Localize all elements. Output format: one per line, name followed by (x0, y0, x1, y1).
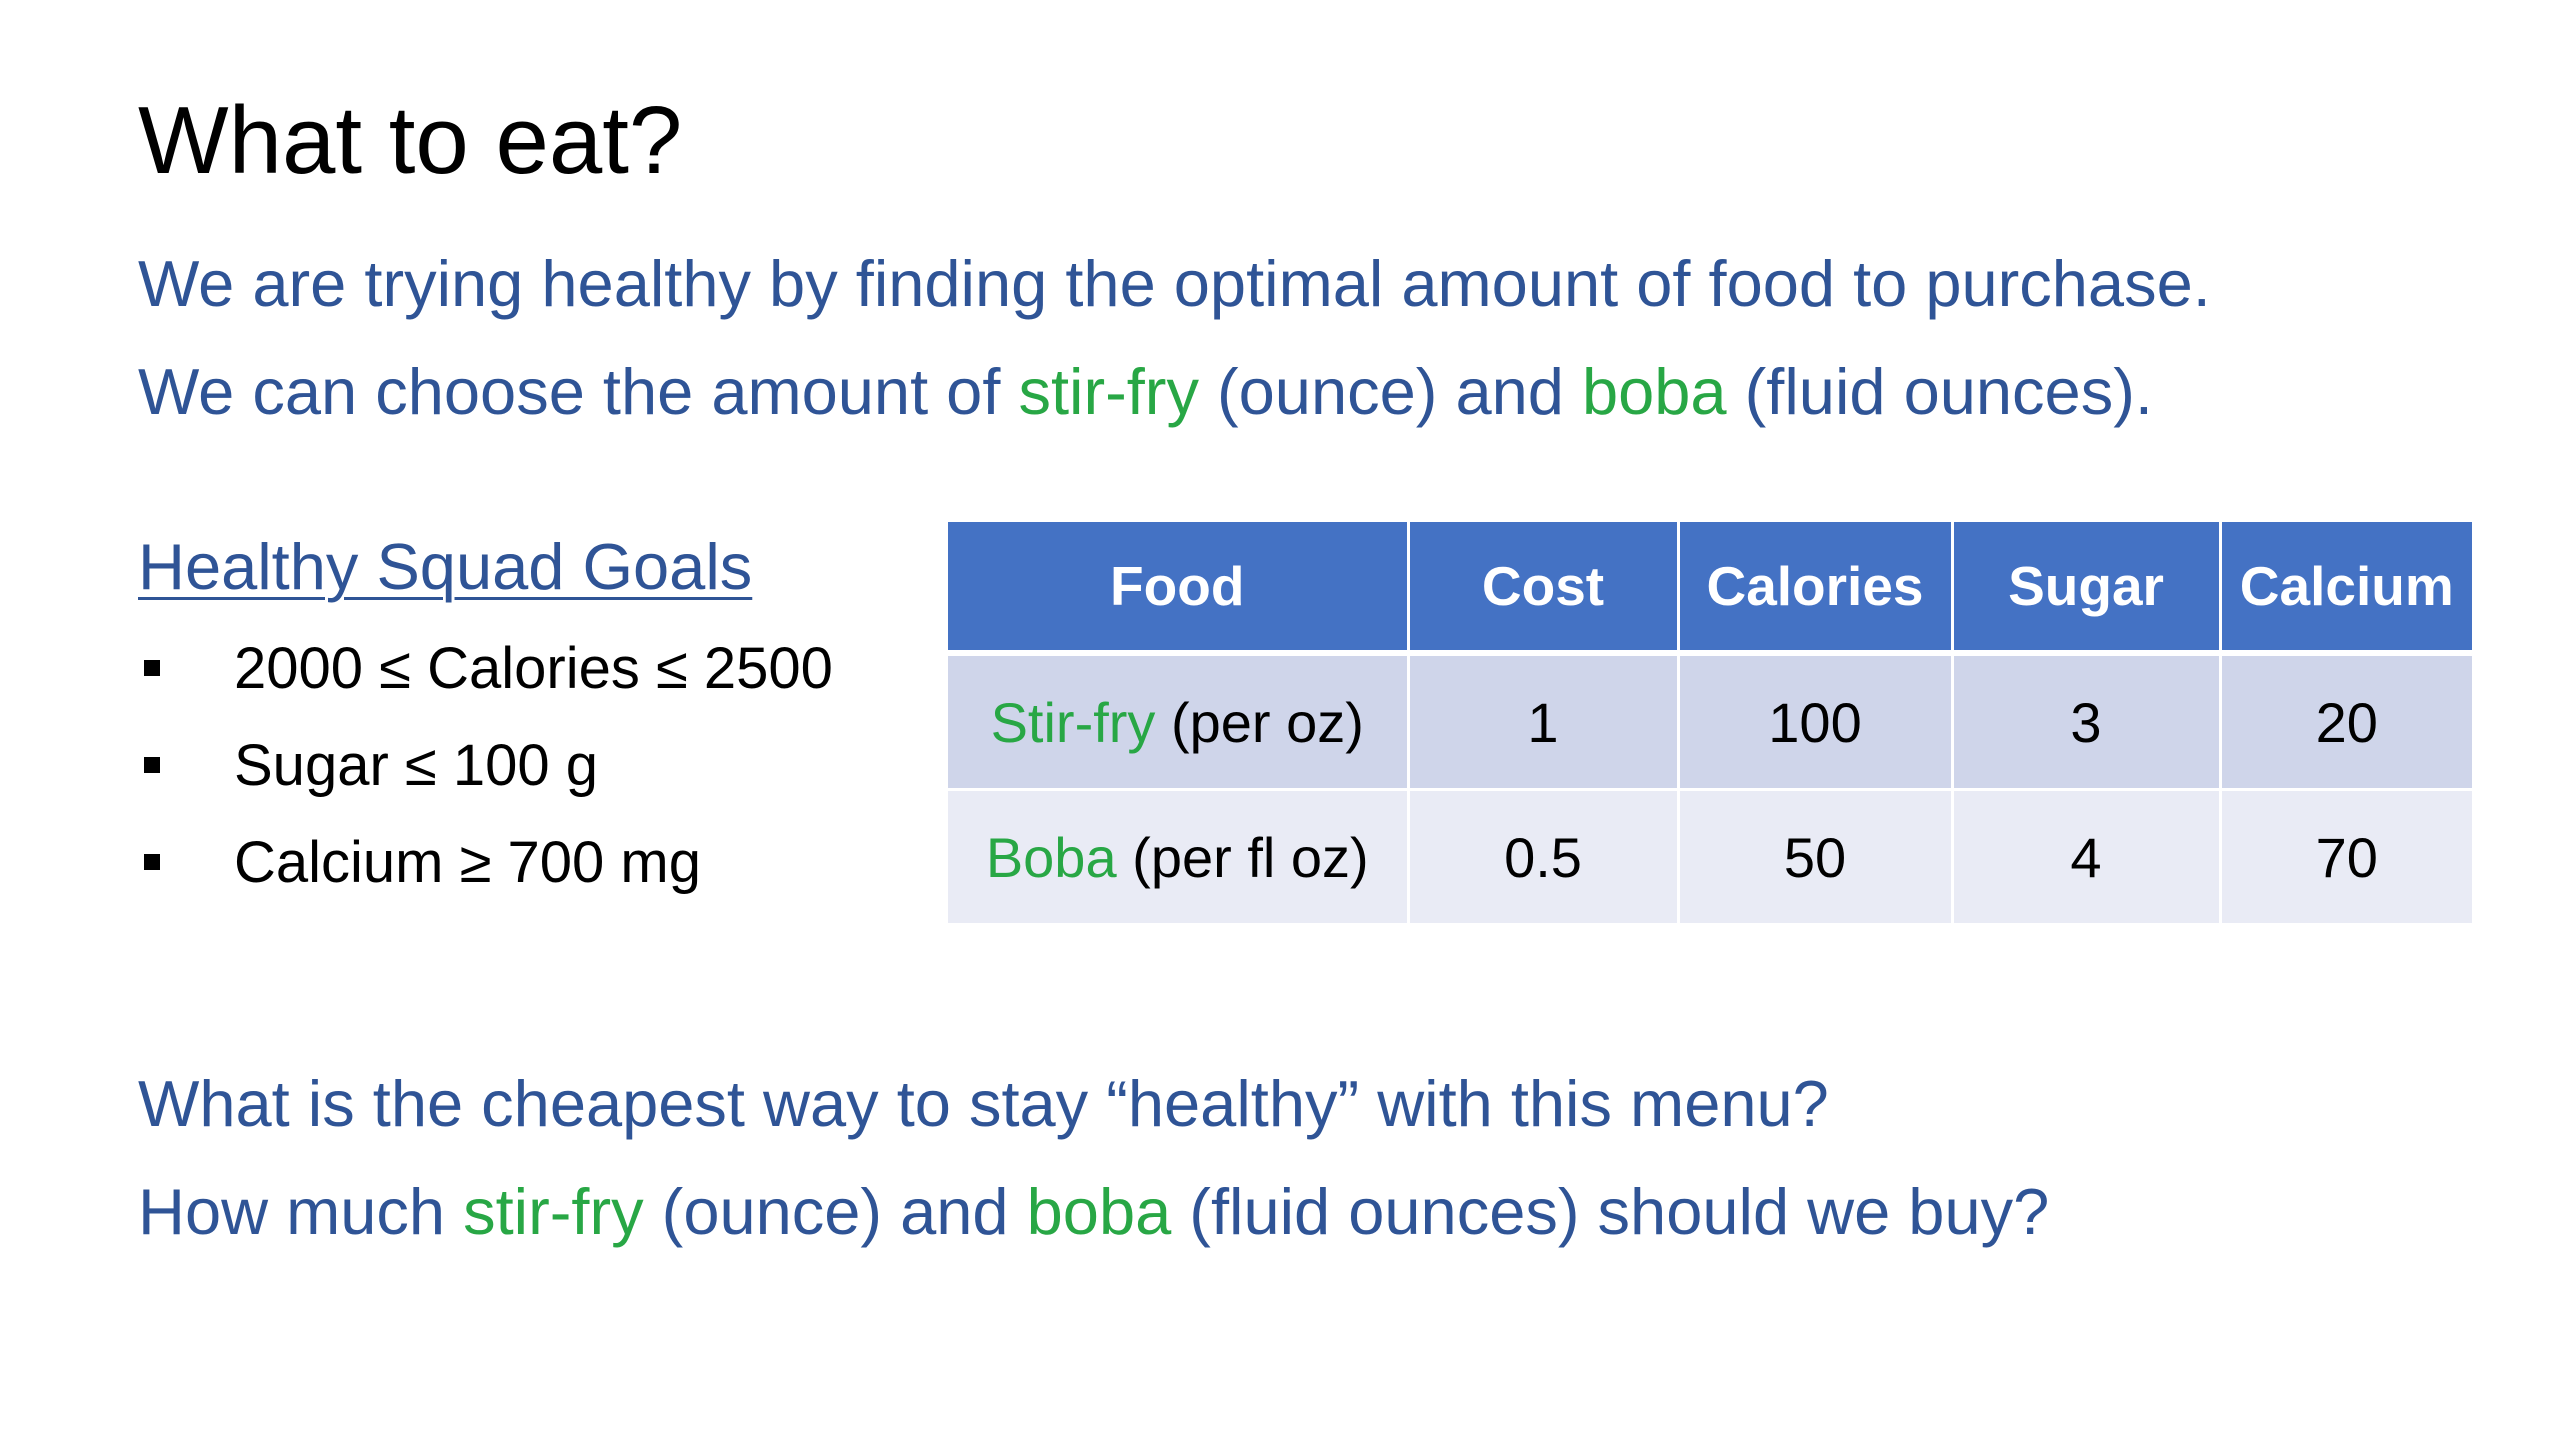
goal-text: Sugar ≤ 100 g (234, 733, 598, 798)
food-unit: (per fl oz) (1116, 825, 1369, 889)
food-name-stir-fry: stir-fry (1018, 355, 1199, 428)
cell-calories: 50 (1676, 788, 1952, 923)
intro-line-1: We are trying healthy by finding the opt… (138, 247, 2211, 320)
header-calcium: Calcium (2218, 522, 2472, 656)
food-name-stir-fry: stir-fry (463, 1175, 644, 1248)
intro-line-2-suffix: (fluid ounces). (1726, 355, 2153, 428)
table-row-boba: Boba (per fl oz) 0.5 50 4 70 (948, 788, 2472, 923)
table-header-row: Food Cost Calories Sugar Calcium (948, 522, 2472, 656)
header-calories: Calories (1676, 522, 1952, 656)
question-line-2-prefix: How much (138, 1175, 464, 1248)
table-row-stir-fry: Stir-fry (per oz) 1 100 3 20 (948, 651, 2472, 790)
header-cost: Cost (1406, 522, 1678, 656)
cell-calories: 100 (1676, 651, 1952, 790)
goals-heading: Healthy Squad Goals (138, 530, 753, 603)
slide-title: What to eat? (138, 87, 683, 194)
goal-calcium: Calcium ≥ 700 mg (138, 822, 833, 919)
cell-food: Boba (per fl oz) (948, 788, 1408, 923)
food-name-boba: boba (1026, 1175, 1172, 1248)
cell-calcium: 70 (2218, 788, 2472, 923)
cell-cost: 1 (1406, 651, 1678, 790)
cell-sugar: 4 (1950, 788, 2220, 923)
cell-cost: 0.5 (1406, 788, 1678, 923)
square-bullet-icon (144, 660, 160, 676)
square-bullet-icon (144, 757, 160, 773)
cell-calcium: 20 (2218, 651, 2472, 790)
nutrition-table: Food Cost Calories Sugar Calcium Stir-fr… (948, 522, 2472, 923)
cell-food: Stir-fry (per oz) (948, 651, 1408, 790)
question-line-1: What is the cheapest way to stay “health… (138, 1067, 1829, 1140)
food-name-boba: boba (1581, 355, 1727, 428)
goals-list: 2000 ≤ Calories ≤ 2500 Sugar ≤ 100 g Cal… (138, 628, 833, 919)
goal-text: Calcium ≥ 700 mg (234, 830, 702, 895)
goal-calories: 2000 ≤ Calories ≤ 2500 (138, 628, 833, 725)
square-bullet-icon (144, 854, 160, 870)
goal-sugar: Sugar ≤ 100 g (138, 725, 833, 822)
goal-text: 2000 ≤ Calories ≤ 2500 (234, 636, 833, 701)
food-unit: (per oz) (1155, 690, 1364, 754)
cell-sugar: 3 (1950, 651, 2220, 790)
header-sugar: Sugar (1950, 522, 2220, 656)
food-name: Boba (985, 825, 1117, 889)
intro-line-2: We can choose the amount of stir-fry (ou… (138, 353, 2153, 431)
question-line-2-suffix: (fluid ounces) should we buy? (1171, 1175, 2050, 1248)
food-name: Stir-fry (990, 690, 1156, 754)
intro-line-2-middle: (ounce) and (1198, 355, 1582, 428)
question-line-2-middle: (ounce) and (643, 1175, 1027, 1248)
intro-line-2-prefix: We can choose the amount of (138, 355, 1019, 428)
header-food: Food (948, 522, 1408, 656)
question-line-2: How much stir-fry (ounce) and boba (flui… (138, 1173, 2049, 1251)
